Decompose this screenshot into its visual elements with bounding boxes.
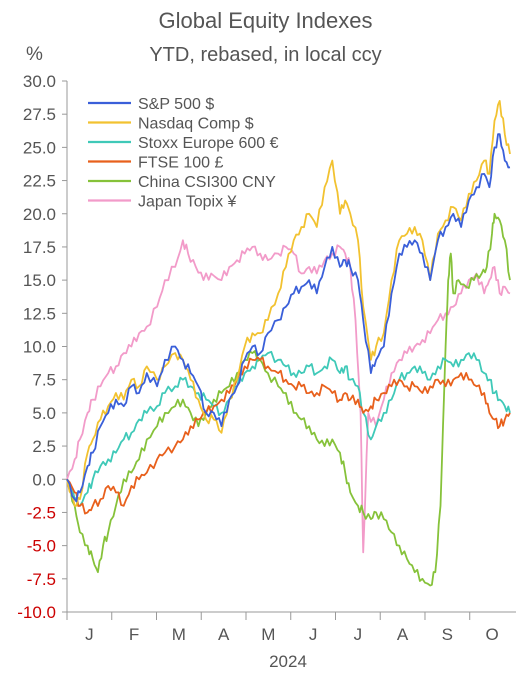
legend-entry: Nasdaq Comp $ (138, 116, 254, 133)
y-tick-label: 20.0 (23, 205, 56, 224)
y-tick-label: -7.5 (27, 570, 56, 589)
y-tick-label: 5.0 (32, 404, 56, 423)
x-tick-label: M (172, 625, 186, 644)
series-line-1 (66, 100, 511, 507)
chart-subtitle: YTD, rebased, in local ccy (149, 44, 382, 66)
y-tick-label: 15.0 (23, 271, 56, 290)
y-tick-label: 10.0 (23, 338, 56, 357)
y-tick-label: -2.5 (27, 503, 56, 522)
x-axis-year-label: 2024 (269, 652, 307, 671)
x-tick-label: O (485, 625, 498, 644)
y-tick-label: 17.5 (23, 238, 56, 257)
y-tick-label: 0.0 (32, 470, 56, 489)
y-tick-label: 12.5 (23, 304, 56, 323)
x-tick-label: J (309, 625, 318, 644)
x-tick-label: F (129, 625, 139, 644)
legend-entry: China CSI300 CNY (138, 174, 276, 191)
y-tick-label: 7.5 (32, 371, 56, 390)
y-tick-label: 22.5 (23, 172, 56, 191)
y-tick-label: -5.0 (27, 537, 56, 556)
x-axis: J F M A M J J A S O 2024 (66, 611, 516, 671)
series-line-2 (66, 350, 511, 507)
x-tick-label: J (85, 625, 94, 644)
legend-entry: Stoxx Europe 600 € (138, 135, 279, 152)
legend-entry: Japan Topix ¥ (138, 194, 237, 211)
y-tick-label: 30.0 (23, 72, 56, 91)
series-lines (66, 100, 511, 587)
y-tick-label: 27.5 (23, 105, 56, 124)
y-axis: 30.0 27.5 25.0 22.5 20.0 17.5 15.0 12.5 10.0 7.5 5… (17, 72, 68, 622)
x-tick-label: A (397, 625, 409, 644)
x-tick-label: A (218, 625, 230, 644)
series-line-3 (66, 356, 511, 515)
x-tick-label: J (354, 625, 363, 644)
y-axis-unit-label: % (26, 44, 43, 65)
legend-entry: FTSE 100 £ (138, 155, 223, 172)
legend-entry: S&P 500 $ (138, 96, 214, 113)
x-tick-label: S (442, 625, 453, 644)
chart-title: Global Equity Indexes (158, 8, 373, 33)
series-line-0 (66, 133, 511, 503)
x-tick-label: M (261, 625, 275, 644)
y-tick-label: 2.5 (32, 437, 56, 456)
y-tick-label: -10.0 (17, 603, 56, 622)
legend: S&P 500 $ Nasdaq Comp $ Stoxx Europe 600 €… (88, 96, 279, 211)
y-tick-label: 25.0 (23, 138, 56, 157)
series-line-4 (66, 212, 511, 587)
series-line-5 (66, 239, 511, 554)
